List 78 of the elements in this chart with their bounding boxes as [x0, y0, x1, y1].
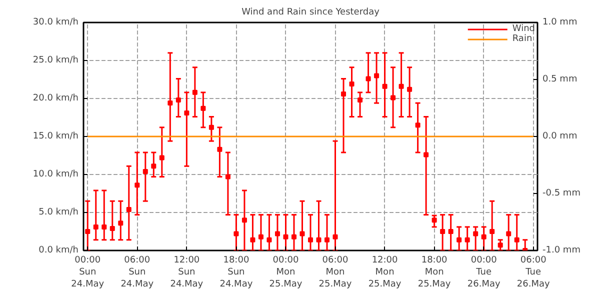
point [159, 155, 164, 160]
point [324, 237, 330, 242]
point [456, 237, 462, 242]
point [349, 82, 354, 87]
point [242, 218, 247, 223]
x-tick-label: 18:00 Mon 25.May [418, 256, 452, 290]
legend-label: Rain [512, 34, 532, 44]
point [374, 73, 380, 78]
point [110, 226, 115, 231]
x-tick-label: 06:00 Tue 26.May [516, 256, 551, 290]
point [448, 229, 454, 234]
point [192, 90, 198, 95]
point [134, 182, 140, 188]
point [490, 229, 495, 234]
point [473, 231, 478, 236]
x-tick-label: 06:00 Sun 24.May [120, 256, 154, 290]
y-tick-label: 30.0 km/h [32, 18, 79, 28]
point [514, 237, 520, 242]
point [366, 76, 371, 82]
point [126, 206, 132, 212]
point [415, 122, 420, 128]
legend-label: Wind [512, 24, 535, 34]
point [341, 91, 346, 96]
point [464, 237, 470, 242]
point [208, 124, 214, 130]
point [102, 224, 107, 230]
point [250, 237, 256, 242]
y2-tick-label: 0.5 mm [542, 74, 578, 84]
point [266, 237, 272, 242]
point [184, 110, 190, 116]
point [225, 174, 230, 180]
point [316, 237, 322, 242]
point [176, 98, 181, 103]
point [300, 231, 305, 236]
y2-tick-label: -1.0 mm [542, 246, 580, 256]
y-tick-label: 10.0 km/h [32, 170, 79, 180]
y-tick-label: 20.0 km/h [32, 94, 79, 104]
point [332, 234, 338, 240]
x-tick-label: 06:00 Mon 25.May [318, 256, 352, 290]
point [407, 86, 412, 92]
point [382, 84, 388, 89]
point [308, 237, 313, 242]
point [506, 231, 512, 236]
point [424, 152, 429, 158]
point [258, 234, 264, 240]
point [200, 106, 206, 111]
point [283, 234, 288, 240]
y-tick-label: 15.0 km/h [32, 132, 79, 142]
point [291, 234, 296, 240]
y2-tick-label: 1.0 mm [542, 18, 578, 28]
y2-tick-label: 0.0 mm [542, 132, 578, 142]
point [142, 168, 148, 174]
x-tick-label: 00:00 Tue 26.May [467, 256, 501, 290]
y2-tick-label: -0.5 mm [542, 188, 580, 198]
point [432, 218, 437, 223]
point [440, 229, 446, 234]
y-tick-label: 0.0 km/h [38, 246, 78, 256]
point [274, 231, 280, 236]
point [118, 220, 124, 226]
x-tick-label: 18:00 Sun 24.May [220, 256, 254, 290]
point [398, 84, 404, 89]
point [168, 100, 173, 106]
point [93, 224, 98, 230]
x-tick-label: 12:00 Mon 25.May [368, 256, 402, 290]
y-tick-label: 25.0 km/h [32, 56, 79, 66]
y-tick-label: 5.0 km/h [38, 208, 78, 218]
chart-title: Wind and Rain since Yesterday [242, 8, 380, 18]
point [234, 231, 239, 236]
point [151, 164, 156, 169]
point [85, 229, 90, 234]
point [358, 98, 363, 103]
x-tick-label: 00:00 Mon 25.May [269, 256, 303, 290]
point [390, 95, 396, 100]
point [217, 146, 222, 152]
x-tick-label: 00:00 Sun 24.May [71, 256, 105, 290]
point [498, 242, 503, 248]
x-tick-label: 12:00 Sun 24.May [170, 256, 204, 290]
point [481, 234, 486, 240]
